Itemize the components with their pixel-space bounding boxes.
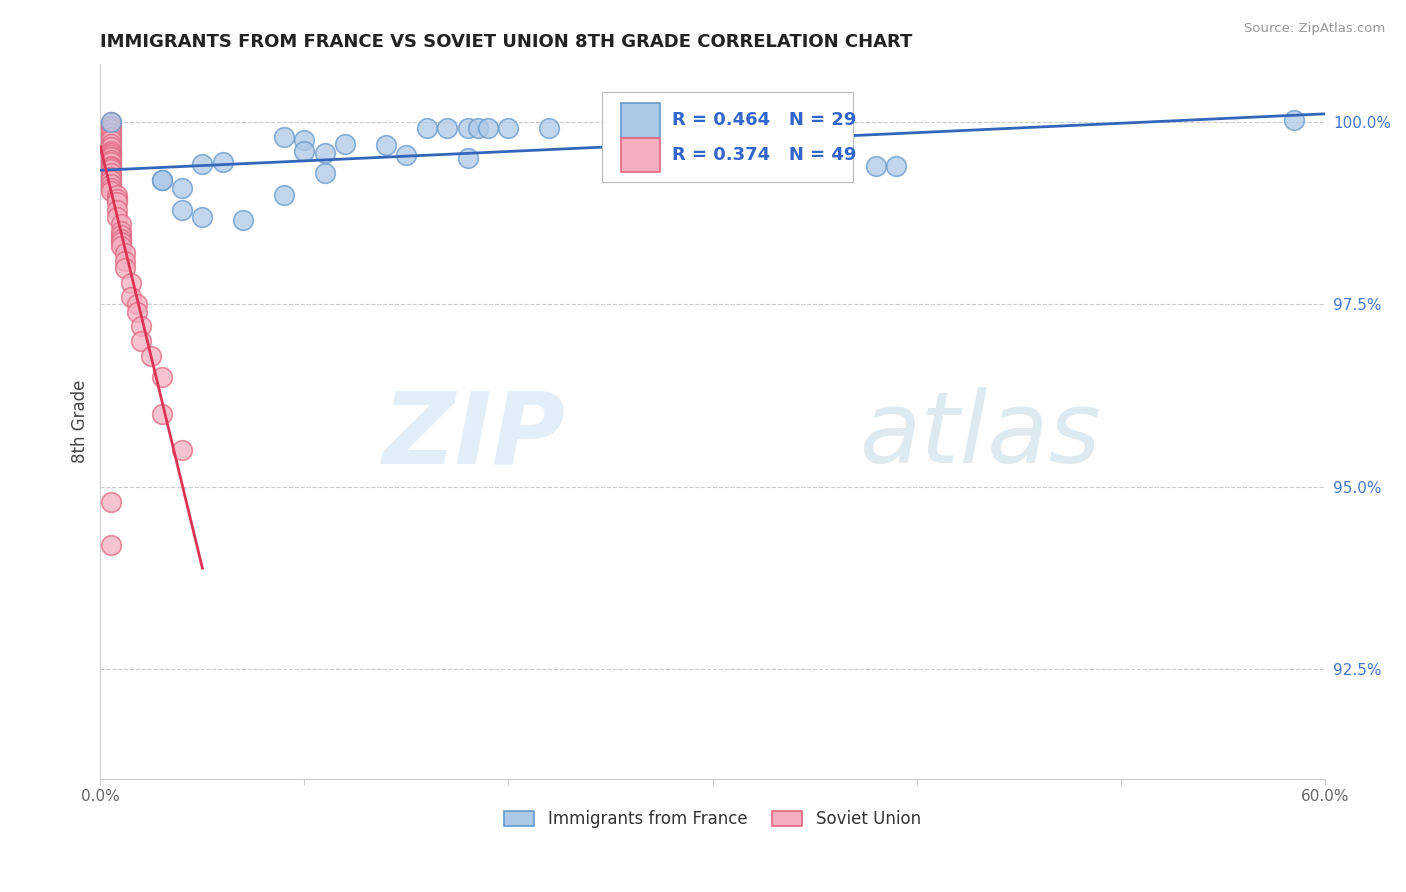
Point (105, 210, 128, 224)
Point (100, 159, 122, 173)
Point (100, 136, 122, 151)
Point (395, 147, 418, 161)
Point (110, 232, 132, 246)
Point (100, 129, 122, 144)
Text: ZIP: ZIP (382, 387, 565, 484)
Point (100, 169, 122, 184)
Point (865, 159, 887, 173)
Point (100, 155, 122, 169)
Point (100, 146, 122, 161)
Point (100, 115, 122, 129)
Point (170, 202, 193, 217)
Point (150, 173, 173, 187)
Point (477, 120, 499, 135)
Point (100, 162, 122, 177)
Point (100, 119, 122, 133)
Point (105, 202, 128, 217)
Point (273, 188, 295, 202)
Point (100, 150, 122, 164)
Point (314, 166, 336, 180)
Point (150, 407, 173, 421)
Point (100, 140, 122, 154)
Point (129, 334, 152, 348)
Point (436, 120, 458, 135)
Point (314, 146, 336, 161)
Point (120, 290, 142, 304)
Point (100, 153, 122, 167)
Point (114, 246, 136, 260)
Point (100, 160, 122, 174)
Point (110, 239, 132, 253)
Point (294, 133, 316, 147)
Point (100, 147, 122, 161)
Text: R = 0.464   N = 29: R = 0.464 N = 29 (672, 112, 856, 129)
Point (120, 276, 142, 290)
Point (114, 260, 136, 275)
Point (110, 228, 132, 243)
Point (170, 443, 193, 458)
Point (150, 370, 173, 384)
Point (105, 192, 128, 206)
Point (100, 494, 122, 508)
Point (150, 173, 173, 187)
Text: R = 0.374   N = 49: R = 0.374 N = 49 (672, 146, 856, 164)
Point (170, 180, 193, 194)
FancyBboxPatch shape (620, 103, 659, 137)
Point (457, 120, 479, 135)
Point (125, 297, 148, 311)
Point (100, 144, 122, 158)
Point (100, 166, 122, 180)
Point (100, 173, 122, 187)
Point (191, 157, 214, 171)
Point (110, 235, 132, 250)
Text: Source: ZipAtlas.com: Source: ZipAtlas.com (1244, 22, 1385, 36)
Point (100, 184, 122, 198)
Point (416, 120, 439, 135)
Point (100, 177, 122, 191)
Point (884, 159, 907, 173)
Point (141, 349, 163, 363)
Point (335, 136, 357, 151)
Point (110, 217, 132, 231)
Legend: Immigrants from France, Soviet Union: Immigrants from France, Soviet Union (498, 804, 928, 835)
Text: atlas: atlas (859, 387, 1101, 484)
Point (100, 180, 122, 194)
Point (129, 319, 152, 334)
Point (105, 188, 128, 202)
Point (100, 133, 122, 147)
FancyBboxPatch shape (620, 137, 659, 172)
Point (100, 122, 122, 136)
Point (100, 538, 122, 552)
Point (1282, 113, 1305, 128)
Point (467, 120, 489, 135)
Point (211, 155, 233, 169)
Point (457, 152, 479, 166)
Point (125, 304, 148, 318)
Text: IMMIGRANTS FROM FRANCE VS SOVIET UNION 8TH GRADE CORRELATION CHART: IMMIGRANTS FROM FRANCE VS SOVIET UNION 8… (100, 33, 912, 51)
Point (232, 213, 254, 227)
Point (100, 126, 122, 140)
Point (375, 138, 398, 153)
Point (294, 144, 316, 158)
Point (191, 210, 214, 224)
Point (105, 195, 128, 210)
Point (273, 129, 295, 144)
Point (538, 120, 561, 135)
Y-axis label: 8th Grade: 8th Grade (72, 379, 89, 463)
FancyBboxPatch shape (602, 92, 853, 182)
Point (498, 120, 520, 135)
Point (100, 115, 122, 129)
Point (110, 224, 132, 238)
Point (114, 253, 136, 268)
